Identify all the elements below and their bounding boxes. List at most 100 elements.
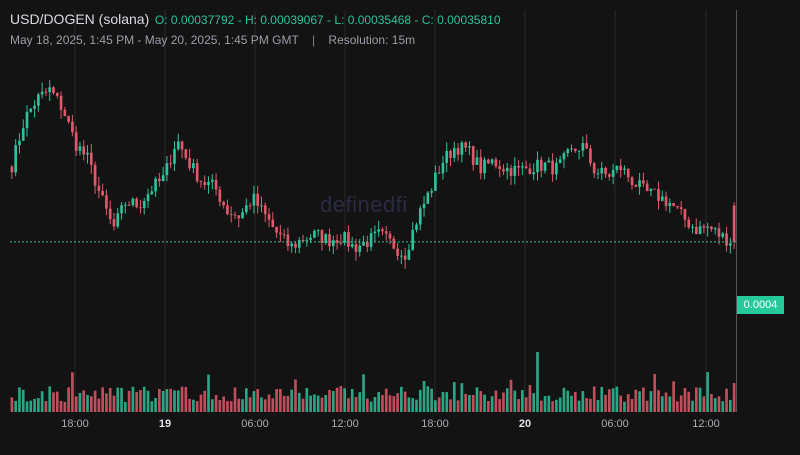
candle-body [37,94,40,106]
candle-body [241,212,244,219]
candle-body [449,150,452,158]
candle-body [267,214,271,220]
volume-bar [93,390,97,412]
candle-body [21,128,25,141]
candle-body [539,159,543,171]
volume-bar [464,393,467,412]
candle-body [127,204,131,206]
volume-bar [301,398,305,412]
candle-body [124,204,127,206]
candle-body [282,234,286,236]
candle-body [320,230,324,243]
volume-bar [320,397,324,412]
candle-body [536,159,539,173]
candle-body [218,189,222,202]
volume-bar [286,395,290,412]
volume-bar [502,392,505,412]
candle-body [691,226,694,228]
candle-body [169,163,173,165]
volume-bar [297,392,301,412]
candle-body [29,108,33,112]
volume-bar [256,388,259,412]
candle-body [139,207,142,209]
candle-body [445,150,449,163]
candle-body [547,160,551,163]
candle-body [279,232,282,235]
candle-body [619,165,622,170]
candle-body [116,213,120,227]
volume-bar [415,399,418,412]
candle-body [358,245,362,252]
volume-bar [422,380,426,412]
candle-body [18,140,21,146]
candle-body [551,160,554,175]
candle-body [25,111,29,129]
candle-body [532,172,536,175]
volume-bar [131,386,135,412]
volume-bar [245,388,248,412]
volume-bar [581,391,585,412]
candle-body [40,91,44,95]
volume-bar [517,399,520,412]
candle-body [437,172,441,174]
candle-body [592,163,596,174]
candle-body [706,226,709,228]
candle-body [555,162,558,175]
candle-body [343,232,346,243]
volume-bar [384,388,388,412]
candle-body [468,146,471,148]
candle-body [233,214,237,216]
candle-body [479,157,483,174]
volume-bar [362,374,365,412]
candle-body [369,233,373,247]
volume-bar [25,401,29,412]
pair-title: USD/DOGEN (solana) [10,11,150,27]
candle-body [426,192,430,204]
candle-body [154,178,157,192]
volume-bar [135,391,138,412]
candle-body [664,196,668,207]
candle-body [275,226,278,233]
volume-bar [679,395,683,412]
candle-body [33,105,36,109]
candle-body [294,243,297,248]
ohlc-values: O: 0.00037792 - H: 0.00039067 - L: 0.000… [154,13,501,27]
volume-bar [369,401,373,412]
candle-body [676,205,679,208]
candle-body [653,188,657,190]
candle-body [471,146,475,165]
volume-bar [377,392,380,412]
volume-bar [505,388,509,412]
volume-bar [483,394,486,412]
x-tick-label: 20 [518,418,532,430]
candle-body [657,189,660,201]
volume-bar [305,388,309,412]
candle-body [392,238,396,249]
volume-bar [498,399,501,412]
candle-body [108,208,112,220]
volume-bar [86,394,89,412]
volume-bar [411,398,415,412]
volume-bar [717,396,721,412]
candle-body [74,132,78,151]
price-candles [10,79,736,269]
candle-body [248,205,252,207]
volume-bar [441,391,445,412]
volume-bar [101,387,104,412]
volume-bar [555,399,558,412]
volume-bar [630,399,634,412]
volume-bar [487,401,490,412]
candle-body [377,229,380,232]
date-range: May 18, 2025, 1:45 PM - May 20, 2025, 1:… [10,33,299,47]
candle-body [422,203,426,209]
x-tick-label: 06:00 [601,418,629,430]
volume-bars [10,352,736,412]
volume-bar [248,397,252,412]
volume-bar [180,386,184,412]
volume-bar [105,393,108,412]
volume-bar [445,392,449,412]
volume-bar [592,386,596,412]
candle-body [494,159,498,167]
